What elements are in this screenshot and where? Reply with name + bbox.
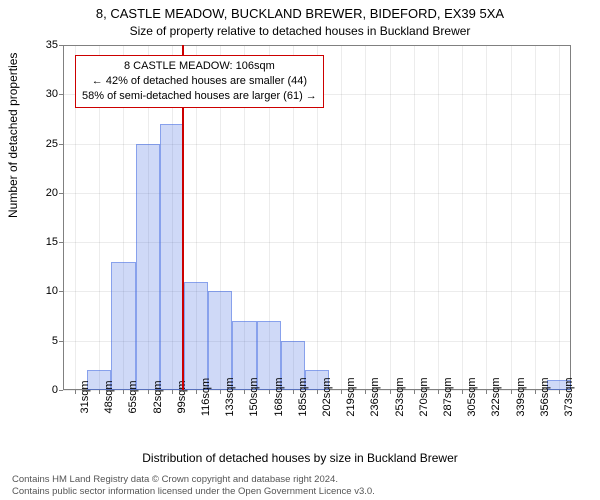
gridline-v (511, 45, 512, 390)
xtick-label: 322sqm (490, 377, 502, 416)
gridline-v (535, 45, 536, 390)
ytick-label: 35 (28, 39, 58, 51)
xtick-mark (220, 390, 221, 394)
gridline-v (365, 45, 366, 390)
ytick-label: 30 (28, 88, 58, 100)
xtick-label: 133sqm (224, 377, 236, 416)
xtick-label: 202sqm (321, 377, 333, 416)
gridline-v (414, 45, 415, 390)
histogram-bar (160, 124, 184, 390)
histogram-bar (184, 282, 208, 390)
gridline-v (390, 45, 391, 390)
xtick-mark (462, 390, 463, 394)
xtick-label: 356sqm (539, 377, 551, 416)
histogram-bar (111, 262, 135, 390)
callout-box: 8 CASTLE MEADOW: 106sqm ← 42% of detache… (75, 55, 324, 108)
gridline-v (438, 45, 439, 390)
xtick-label: 236sqm (369, 377, 381, 416)
xtick-mark (75, 390, 76, 394)
xtick-label: 82sqm (152, 380, 164, 413)
subtitle: Size of property relative to detached ho… (0, 24, 600, 38)
ytick-label: 20 (28, 187, 58, 199)
ytick-mark (59, 242, 63, 243)
ytick-label: 15 (28, 236, 58, 248)
ytick-label: 5 (28, 335, 58, 347)
x-axis-label: Distribution of detached houses by size … (0, 451, 600, 465)
xtick-label: 150sqm (248, 377, 260, 416)
footer-attribution: Contains HM Land Registry data © Crown c… (12, 474, 375, 498)
xtick-label: 253sqm (394, 377, 406, 416)
xtick-label: 48sqm (103, 380, 115, 413)
xtick-label: 219sqm (345, 377, 357, 416)
xtick-mark (438, 390, 439, 394)
ytick-label: 0 (28, 384, 58, 396)
footer-line-2: Contains public sector information licen… (12, 486, 375, 498)
xtick-mark (99, 390, 100, 394)
ytick-mark (59, 144, 63, 145)
ytick-mark (59, 341, 63, 342)
xtick-label: 185sqm (297, 377, 309, 416)
xtick-label: 373sqm (563, 377, 575, 416)
xtick-mark (390, 390, 391, 394)
xtick-mark (123, 390, 124, 394)
xtick-label: 168sqm (273, 377, 285, 416)
xtick-mark (486, 390, 487, 394)
xtick-mark (535, 390, 536, 394)
xtick-mark (172, 390, 173, 394)
histogram-bar (136, 144, 160, 390)
xtick-label: 65sqm (127, 380, 139, 413)
callout-line-2: ← 42% of detached houses are smaller (44… (82, 74, 317, 89)
xtick-label: 287sqm (442, 377, 454, 416)
address-title: 8, CASTLE MEADOW, BUCKLAND BREWER, BIDEF… (0, 6, 600, 21)
footer-line-1: Contains HM Land Registry data © Crown c… (12, 474, 375, 486)
xtick-mark (414, 390, 415, 394)
callout-line-3: 58% of semi-detached houses are larger (… (82, 89, 317, 104)
xtick-mark (148, 390, 149, 394)
xtick-mark (269, 390, 270, 394)
gridline-v (559, 45, 560, 390)
xtick-mark (511, 390, 512, 394)
xtick-mark (293, 390, 294, 394)
xtick-mark (317, 390, 318, 394)
ytick-label: 10 (28, 285, 58, 297)
ytick-mark (59, 193, 63, 194)
ytick-label: 25 (28, 138, 58, 150)
ytick-mark (59, 390, 63, 391)
xtick-mark (244, 390, 245, 394)
xtick-label: 31sqm (79, 380, 91, 413)
histogram-bar (208, 291, 232, 390)
gridline-v (486, 45, 487, 390)
xtick-label: 339sqm (515, 377, 527, 416)
callout-line-1: 8 CASTLE MEADOW: 106sqm (82, 59, 317, 74)
xtick-label: 116sqm (200, 378, 212, 416)
ytick-mark (59, 45, 63, 46)
xtick-mark (196, 390, 197, 394)
gridline-v (341, 45, 342, 390)
y-axis-label: Number of detached properties (6, 53, 20, 218)
ytick-mark (59, 291, 63, 292)
gridline-v (462, 45, 463, 390)
xtick-mark (341, 390, 342, 394)
xtick-mark (559, 390, 560, 394)
xtick-mark (365, 390, 366, 394)
ytick-mark (59, 94, 63, 95)
xtick-label: 305sqm (466, 377, 478, 416)
xtick-label: 270sqm (418, 377, 430, 416)
